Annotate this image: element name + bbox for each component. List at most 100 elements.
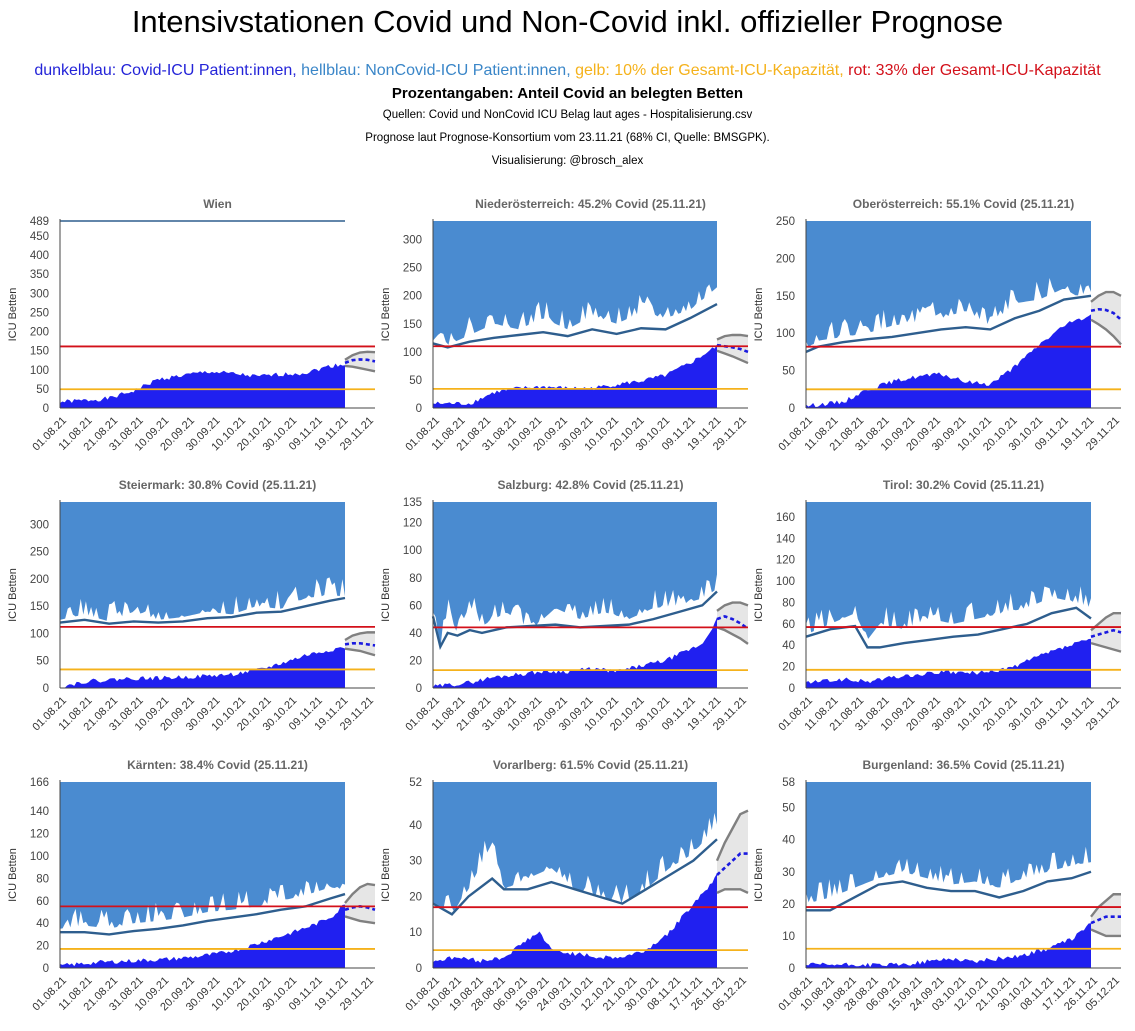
y-tick-label: 80 xyxy=(409,573,422,585)
y-tick-label: 58 xyxy=(782,777,795,789)
y-tick-label: 40 xyxy=(409,820,422,832)
noncovid-area xyxy=(806,782,1091,903)
y-tick-label: 300 xyxy=(403,235,422,247)
y-tick-label: 400 xyxy=(30,250,49,262)
forecast-ci-band xyxy=(717,602,748,644)
noncovid-average-line xyxy=(431,590,718,651)
page-title: Intensivstationen Covid und Non-Covid in… xyxy=(131,4,1004,39)
y-tick-label: 450 xyxy=(30,231,49,243)
y-tick-label: 489 xyxy=(30,216,49,228)
y-axis-label: ICU Betten xyxy=(380,848,392,902)
forecast-ci-band xyxy=(345,883,375,924)
y-axis-label: ICU Betten xyxy=(7,568,19,622)
y-tick-label: 300 xyxy=(30,288,49,300)
y-tick-label: 50 xyxy=(36,656,49,668)
forecast-median-line xyxy=(716,614,749,630)
y-tick-label: 80 xyxy=(36,873,49,885)
y-tick-label: 60 xyxy=(36,896,49,908)
color-legend: dunkelblau: Covid-ICU Patient:innen, hel… xyxy=(0,62,1135,80)
y-tick-label: 140 xyxy=(30,806,49,818)
y-tick-label: 250 xyxy=(30,307,49,319)
y-axis-label: ICU Betten xyxy=(380,288,392,342)
covid-area xyxy=(60,647,345,688)
forecast-median-line xyxy=(716,852,748,876)
y-tick-label: 250 xyxy=(30,547,49,559)
covid-area xyxy=(60,904,345,968)
y-tick-label: 20 xyxy=(36,941,49,953)
noncovid-average-line xyxy=(432,303,718,349)
y-tick-label: 0 xyxy=(789,403,795,415)
y-tick-label: 40 xyxy=(782,640,795,652)
chart-panel: Kärnten: 38.4% Covid (25.11.21) ICU Bette… xyxy=(7,758,376,1013)
chart-title: Kärnten: 38.4% Covid (25.11.21) xyxy=(127,758,308,772)
chart-panel: Salzburg: 42.8% Covid (25.11.21) ICU Bett… xyxy=(380,478,749,733)
chart-panel: Burgenland: 36.5% Covid (25.11.21) ICU Be… xyxy=(753,758,1122,1013)
y-tick-label: 150 xyxy=(30,601,49,613)
y-tick-label: 160 xyxy=(776,512,795,524)
chart-panel: Niederösterreich: 45.2% Covid (25.11.21)… xyxy=(380,197,749,453)
chart-title: Burgenland: 36.5% Covid (25.11.21) xyxy=(862,758,1064,772)
forecast-upper-line xyxy=(1090,893,1121,918)
y-tick-label: 0 xyxy=(43,403,49,415)
y-tick-label: 100 xyxy=(403,347,422,359)
noncovid-average-line xyxy=(432,838,718,916)
forecast-median-line xyxy=(344,358,376,365)
forecast-ci-band xyxy=(1091,894,1121,936)
y-tick-label: 100 xyxy=(30,851,49,863)
chart-panel: Wien ICU Betten 0 50 100 150 200 250 300 350 400 45… xyxy=(7,197,376,453)
forecast-ci-band xyxy=(717,810,748,893)
forecast-median-line xyxy=(1090,915,1121,925)
forecast-upper-line xyxy=(715,809,749,862)
chart-title: Steiermark: 30.8% Covid (25.11.21) xyxy=(119,478,316,492)
y-tick-label: 135 xyxy=(403,497,422,509)
noncovid-average-line xyxy=(59,596,346,625)
forecast-median-line xyxy=(716,343,749,354)
y-axis-label: ICU Betten xyxy=(753,288,765,342)
covid-area xyxy=(806,638,1091,688)
chart-panel: Tirol: 30.2% Covid (25.11.21) ICU Betten 0… xyxy=(753,478,1122,733)
y-tick-label: 120 xyxy=(30,829,49,841)
forecast-ci-band xyxy=(1091,292,1121,345)
y-tick-label: 100 xyxy=(776,576,795,588)
forecast-lower-line xyxy=(344,364,376,373)
percentage-note: Prozentangaben: Anteil Covid an belegten… xyxy=(391,85,744,102)
y-tick-label: 100 xyxy=(776,328,795,340)
chart-panel: Oberösterreich: 55.1% Covid (25.11.21) IC… xyxy=(753,197,1122,453)
y-tick-label: 20 xyxy=(782,662,795,674)
forecast-median-line xyxy=(1090,628,1122,638)
noncovid-area xyxy=(433,782,717,911)
forecast-lower-line xyxy=(1090,318,1122,346)
forecast-upper-line xyxy=(716,601,749,612)
y-axis-label: ICU Betten xyxy=(380,568,392,622)
chart-title: Salzburg: 42.8% Covid (25.11.21) xyxy=(497,478,683,492)
noncovid-area xyxy=(806,502,1091,639)
noncovid-area xyxy=(806,221,1091,348)
forecast-lower-line xyxy=(716,349,749,365)
y-tick-label: 40 xyxy=(782,835,795,847)
y-tick-label: 0 xyxy=(416,963,422,975)
y-tick-label: 30 xyxy=(409,856,422,868)
forecast-upper-line xyxy=(716,333,749,341)
legend-red: rot: 33% der Gesamt-ICU-Kapazität xyxy=(848,62,1101,79)
y-tick-label: 140 xyxy=(776,533,795,545)
forecast-median-line xyxy=(1090,307,1122,321)
y-tick-label: 0 xyxy=(43,683,49,695)
y-tick-label: 300 xyxy=(30,519,49,531)
y-tick-label: 50 xyxy=(782,366,795,378)
y-axis-label: ICU Betten xyxy=(753,848,765,902)
y-tick-label: 200 xyxy=(776,253,795,265)
chart-title: Niederösterreich: 45.2% Covid (25.11.21) xyxy=(475,197,706,211)
y-tick-label: 10 xyxy=(782,931,795,943)
y-tick-label: 60 xyxy=(409,600,422,612)
source-line-2: Prognose laut Prognose-Konsortium vom 23… xyxy=(365,132,770,144)
y-tick-label: 350 xyxy=(30,269,49,281)
y-tick-label: 50 xyxy=(36,384,49,396)
y-tick-label: 150 xyxy=(403,319,422,331)
y-tick-label: 30 xyxy=(782,867,795,879)
noncovid-area xyxy=(60,782,345,929)
y-tick-label: 0 xyxy=(416,683,422,695)
forecast-upper-line xyxy=(344,350,376,361)
chart-title: Wien xyxy=(203,197,232,211)
y-tick-label: 200 xyxy=(403,291,422,303)
